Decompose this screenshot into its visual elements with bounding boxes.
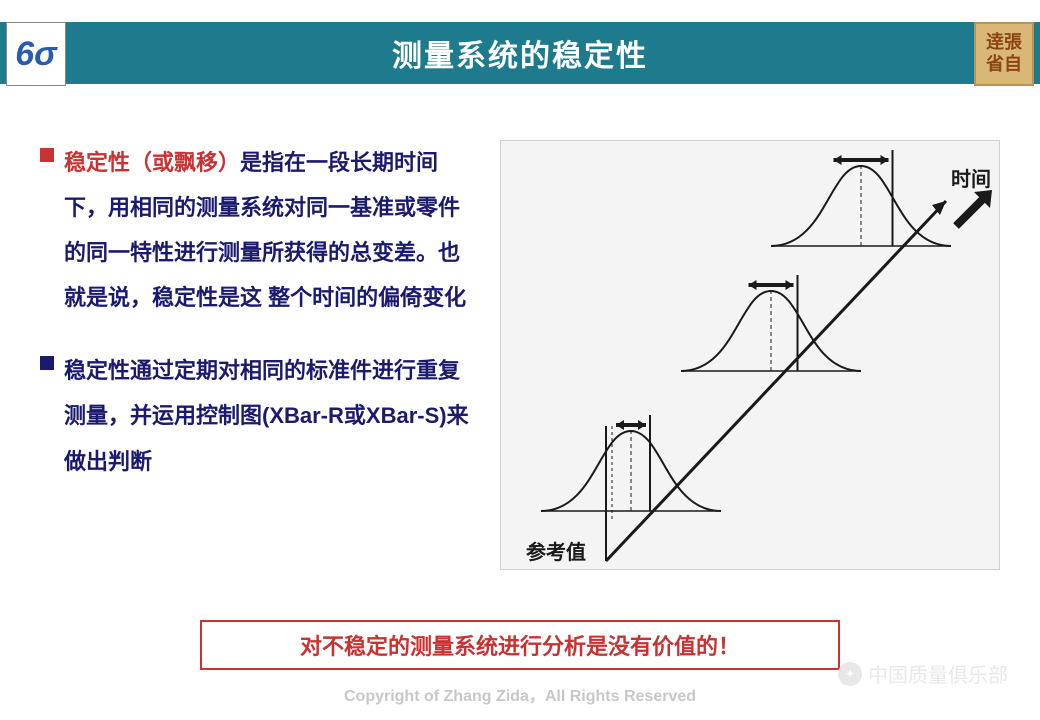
warning-box: 对不稳定的测量系统进行分析是没有价值的！ — [200, 620, 840, 670]
seal-char: 逹 — [986, 32, 1004, 54]
bullet-text-1: 稳定性（或飘移）是指在一段长期时间下，用相同的测量系统对同一基准或零件的同一特性… — [64, 140, 480, 320]
seal-logo: 逹 省 張 自 — [974, 22, 1034, 86]
watermark-text: 中国质量俱乐部 — [868, 659, 1008, 688]
bullet-highlight: 稳定性（或飘移） — [64, 150, 240, 175]
page-title: 测量系统的稳定性 — [392, 31, 648, 75]
six-sigma-logo: 6σ — [6, 22, 66, 86]
watermark: ✦ 中国质量俱乐部 — [838, 659, 1008, 688]
bullet-text-2: 稳定性通过定期对相同的标准件进行重复测量，并运用控制图(XBar-R或XBar-… — [64, 348, 480, 483]
stability-diagram: 时间参考值 — [500, 140, 1000, 570]
svg-text:参考值: 参考值 — [526, 540, 586, 564]
six-sigma-text: 6σ — [15, 35, 56, 74]
header-bar: 测量系统的稳定性 — [0, 22, 1040, 84]
seal-col1: 逹 省 — [986, 32, 1004, 75]
seal-inner: 逹 省 張 自 — [986, 32, 1022, 75]
svg-text:时间: 时间 — [951, 168, 991, 191]
bullet-marker-icon — [40, 148, 54, 162]
warning-text: 对不稳定的测量系统进行分析是没有价值的！ — [300, 629, 740, 661]
diagram-svg: 时间参考值 — [501, 141, 1001, 571]
seal-char: 張 — [1004, 32, 1022, 54]
wechat-icon: ✦ — [838, 662, 862, 686]
bullet-item-2: 稳定性通过定期对相同的标准件进行重复测量，并运用控制图(XBar-R或XBar-… — [40, 348, 480, 483]
bullet-marker-icon — [40, 356, 54, 370]
seal-col2: 張 自 — [1004, 32, 1022, 75]
seal-char: 自 — [1004, 54, 1022, 76]
bullet-list: 稳定性（或飘移）是指在一段长期时间下，用相同的测量系统对同一基准或零件的同一特性… — [40, 140, 480, 512]
seal-char: 省 — [986, 54, 1004, 76]
bullet-item-1: 稳定性（或飘移）是指在一段长期时间下，用相同的测量系统对同一基准或零件的同一特性… — [40, 140, 480, 320]
